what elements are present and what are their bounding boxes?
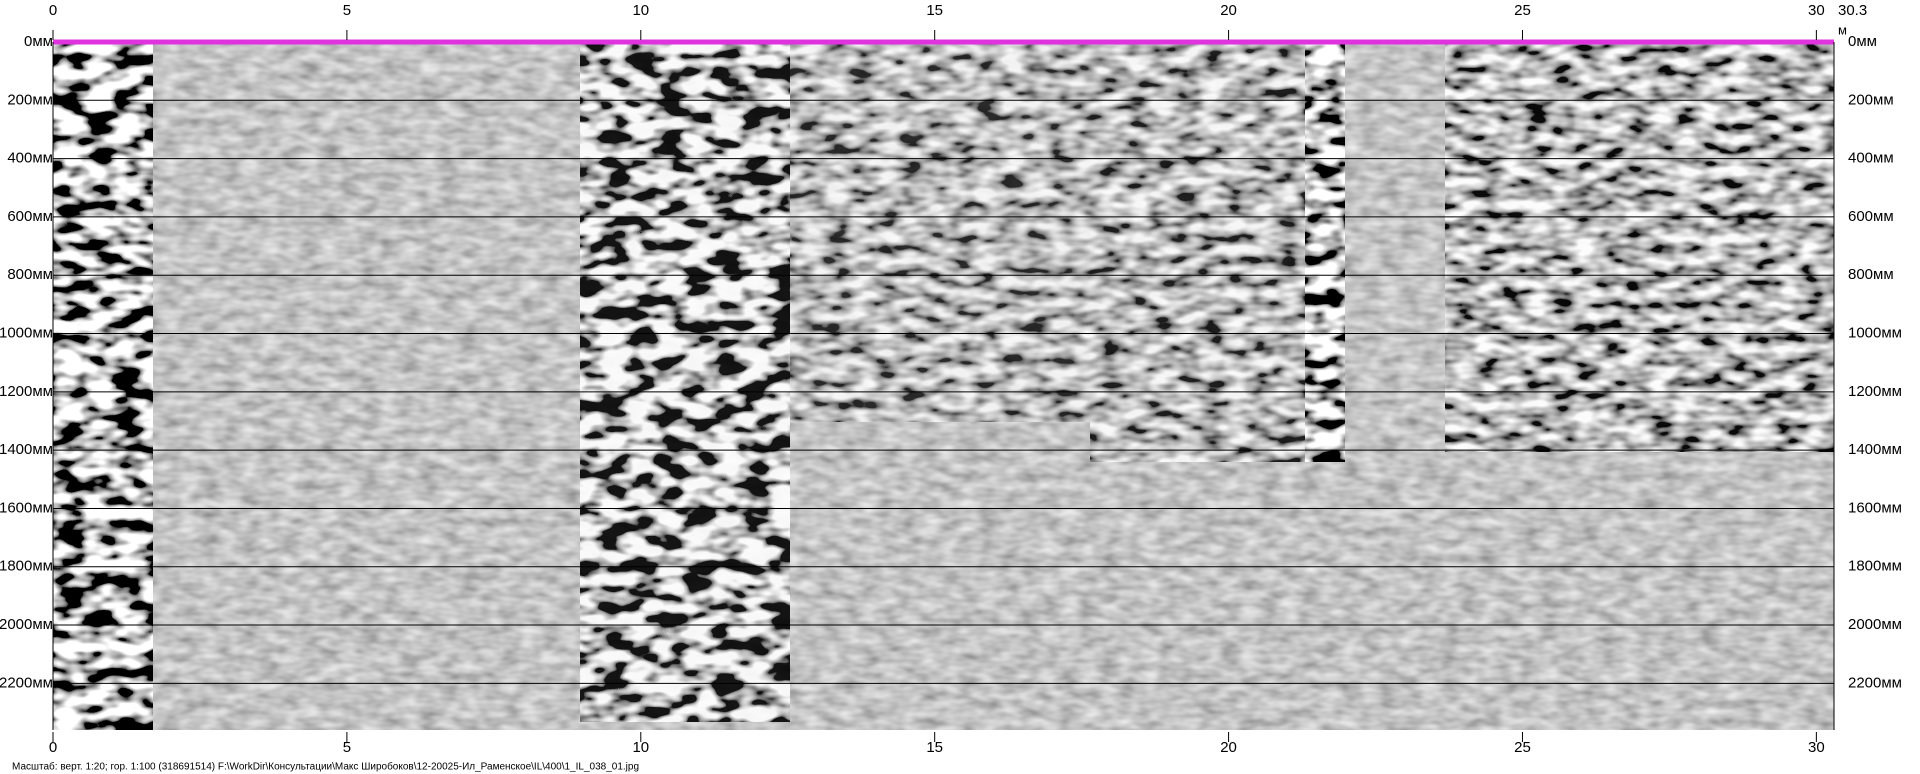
y-tick-label-right: 1200мм: [1848, 383, 1902, 400]
radar-image: [53, 42, 1834, 730]
anomaly-zone: [580, 42, 790, 722]
y-tick-label-right: 200мм: [1848, 91, 1894, 108]
x-tick-label-top: 10: [632, 2, 649, 19]
x-tick-label-bottom: 5: [343, 739, 351, 756]
x-tick-label-bottom: 15: [926, 739, 943, 756]
y-tick-label: 1000мм: [0, 324, 53, 341]
y-tick-label-right: 2200мм: [1848, 674, 1902, 691]
y-tick-label: 1400мм: [0, 441, 53, 458]
anomaly-zone: [1445, 42, 1834, 452]
y-tick-label-right: 800мм: [1848, 266, 1894, 283]
x-tick-label-top: 0: [49, 2, 57, 19]
x-tick-label-bottom: 30: [1808, 739, 1825, 756]
anomaly-zone: [1090, 42, 1340, 462]
y-tick-label-right: 1000мм: [1848, 324, 1902, 341]
y-tick-label-right: 2000мм: [1848, 616, 1902, 633]
y-tick-label-right: 0мм: [1848, 33, 1877, 50]
y-tick-label: 800мм: [7, 266, 53, 283]
y-tick-label: 2200мм: [0, 674, 53, 691]
x-tick-label-bottom: 25: [1514, 739, 1531, 756]
y-tick-label-right: 1600мм: [1848, 499, 1902, 516]
x-tick-label-bottom: 0: [49, 739, 57, 756]
x-unit: м: [1838, 22, 1847, 37]
anomaly-zone: [790, 42, 1090, 422]
y-tick-label-right: 600мм: [1848, 208, 1894, 225]
y-tick-label: 1800мм: [0, 558, 53, 575]
y-tick-label: 1600мм: [0, 499, 53, 516]
y-tick-label: 600мм: [7, 208, 53, 225]
y-tick-label: 2000мм: [0, 616, 53, 633]
y-tick-label-right: 1800мм: [1848, 558, 1902, 575]
x-tick-label-bottom: 10: [632, 739, 649, 756]
y-tick-label: 400мм: [7, 150, 53, 167]
x-end-label: 30.3: [1838, 2, 1867, 19]
footer: Масштаб: верт. 1:20; гор. 1:100 (3186915…: [12, 761, 639, 773]
anomaly-zone: [1305, 42, 1345, 462]
y-tick-label: 0мм: [24, 33, 53, 50]
x-tick-label-top: 5: [343, 2, 351, 19]
y-tick-label-right: 400мм: [1848, 150, 1894, 167]
x-tick-label-bottom: 20: [1220, 739, 1237, 756]
x-tick-label-top: 30: [1808, 2, 1825, 19]
y-tick-label: 200мм: [7, 91, 53, 108]
x-tick-label-top: 25: [1514, 2, 1531, 19]
anomaly-zone: [53, 42, 153, 730]
x-tick-label-top: 15: [926, 2, 943, 19]
y-tick-label: 1200мм: [0, 383, 53, 400]
x-tick-label-top: 20: [1220, 2, 1237, 19]
y-tick-label-right: 1400мм: [1848, 441, 1902, 458]
